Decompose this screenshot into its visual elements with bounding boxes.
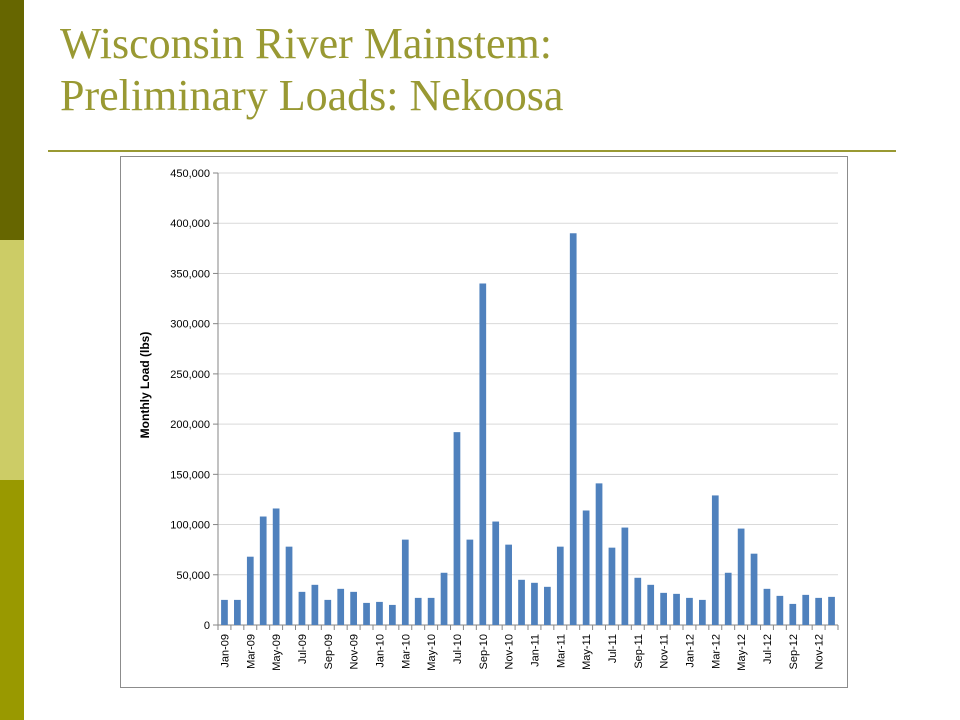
bar <box>389 604 396 625</box>
x-tick-label: May-11 <box>581 634 593 670</box>
bar <box>376 601 383 625</box>
x-tick-label: Sep-09 <box>323 634 335 669</box>
bar <box>750 553 758 625</box>
x-tick-label: Nov-12 <box>814 634 826 669</box>
x-tick-label: Sep-10 <box>478 634 490 669</box>
x-tick-label: May-09 <box>271 634 283 671</box>
bar <box>802 594 810 625</box>
bar <box>711 495 719 625</box>
bar <box>414 597 422 625</box>
bars <box>221 233 835 625</box>
bar <box>699 599 706 625</box>
bar <box>505 544 512 625</box>
slide-title-line-2: Preliminary Loads: Nekoosa <box>60 71 564 120</box>
x-tick-label: Mar-11 <box>555 634 567 668</box>
bar <box>246 556 254 625</box>
bar <box>221 599 228 625</box>
slide-title-line-1: Wisconsin River Mainstem: <box>60 19 552 68</box>
bar <box>724 572 732 625</box>
x-tick-label: Jul-11 <box>607 634 619 663</box>
bar <box>673 593 680 625</box>
side-accent-bar-bottom <box>0 480 24 720</box>
y-tick-label: 400,000 <box>170 218 210 230</box>
x-tick-label: Mar-12 <box>710 634 722 669</box>
side-accent-bar-middle <box>0 240 24 480</box>
bar <box>634 577 642 625</box>
x-axis-ticks: Jan-09 Mar-09 May-09 Jul-09 Sep-09 Nov-09 Jan-… <box>217 625 839 671</box>
x-tick-label: Jan-11 <box>529 634 541 667</box>
x-tick-label: Jul-10 <box>452 634 464 664</box>
bar <box>466 539 474 625</box>
bar <box>350 591 357 625</box>
bar <box>737 528 745 625</box>
x-tick-label: Jul-12 <box>762 634 774 664</box>
bar <box>621 527 629 625</box>
bar <box>401 539 409 625</box>
bar <box>272 508 280 625</box>
bar <box>828 596 835 625</box>
bar <box>298 591 306 625</box>
bar-chart: 0 50,000 100,000 150,000 200,000 250,000 300,0… <box>138 168 839 671</box>
y-tick-label: 150,000 <box>170 469 210 481</box>
y-tick-label: 250,000 <box>170 369 210 381</box>
bar <box>311 584 319 625</box>
x-tick-label: May-10 <box>426 634 438 671</box>
y-tick-label: 350,000 <box>170 268 210 280</box>
y-tick-label: 100,000 <box>170 520 210 532</box>
x-tick-label: Nov-09 <box>349 634 361 669</box>
x-tick-label: Jan-09 <box>219 634 231 668</box>
bar <box>660 592 667 625</box>
bar <box>492 521 500 625</box>
bar <box>427 597 435 625</box>
x-tick-label: May-12 <box>736 634 748 671</box>
slide-title: Wisconsin River Mainstem: Preliminary Lo… <box>60 18 920 122</box>
bar <box>647 584 655 625</box>
bar <box>595 483 603 625</box>
bar <box>479 283 487 625</box>
bar <box>544 586 551 625</box>
bar <box>363 602 370 625</box>
bar <box>285 546 293 625</box>
bar <box>556 546 564 625</box>
bar <box>531 582 538 625</box>
gridlines <box>218 172 838 626</box>
side-accent-bar-top <box>0 0 24 240</box>
bar <box>569 233 577 625</box>
y-tick-label: 300,000 <box>170 319 210 331</box>
bar <box>763 588 771 625</box>
x-tick-label: Nov-11 <box>659 634 671 669</box>
chart-frame: 0 50,000 100,000 150,000 200,000 250,000 300,0… <box>120 156 848 688</box>
y-axis-label: Monthly Load (lbs) <box>138 332 152 439</box>
title-divider <box>48 150 896 152</box>
bar <box>815 597 822 625</box>
bar <box>518 579 525 625</box>
x-tick-label: Jul-09 <box>297 634 309 664</box>
x-tick-label: Mar-10 <box>400 634 412 669</box>
bar <box>776 595 784 625</box>
bar <box>686 597 693 625</box>
bar <box>337 588 345 625</box>
x-tick-label: Mar-09 <box>245 634 257 669</box>
bar <box>259 516 267 625</box>
x-tick-label: Sep-12 <box>788 634 800 669</box>
bar <box>453 432 461 625</box>
x-tick-label: Jan-10 <box>374 634 386 668</box>
bar <box>324 599 332 625</box>
bar <box>608 547 616 625</box>
bar <box>440 572 448 625</box>
y-tick-label: 50,000 <box>176 570 210 582</box>
x-tick-label: Nov-10 <box>504 634 516 669</box>
y-tick-label: 0 <box>204 620 210 632</box>
bar <box>789 603 797 625</box>
y-tick-label: 450,000 <box>170 168 210 180</box>
y-tick-label: 200,000 <box>170 419 210 431</box>
bar <box>234 599 241 625</box>
bar <box>582 510 590 625</box>
x-tick-label: Jan-12 <box>684 634 696 668</box>
x-tick-label: Sep-11 <box>633 634 645 669</box>
